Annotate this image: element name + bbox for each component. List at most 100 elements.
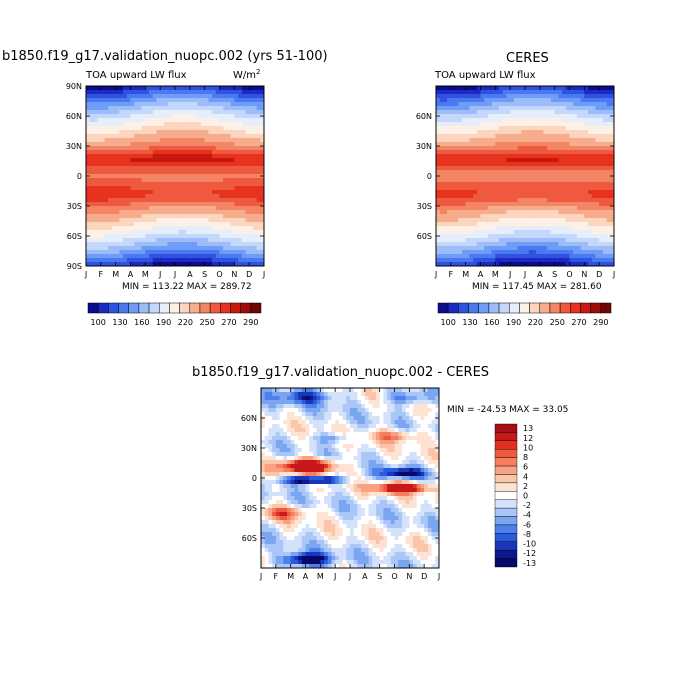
heat-cell	[454, 134, 459, 139]
heat-cell	[602, 218, 607, 223]
heat-cell	[513, 214, 518, 219]
heat-cell	[167, 218, 172, 223]
heat-cell	[230, 170, 235, 175]
heat-cell	[558, 150, 563, 155]
heat-cell	[528, 174, 533, 179]
heat-cell	[241, 246, 246, 251]
heat-cell	[298, 396, 303, 401]
heat-cell	[89, 118, 94, 123]
heat-cell	[473, 230, 478, 235]
heat-cell	[401, 412, 407, 417]
heat-cell	[491, 230, 496, 235]
heat-cell	[424, 392, 429, 397]
heat-cell	[100, 126, 105, 131]
heat-cell	[525, 130, 530, 135]
heat-cell	[558, 254, 563, 259]
heat-cell	[436, 182, 441, 187]
heat-cell	[588, 170, 593, 175]
heat-cell	[591, 122, 596, 127]
heat-cell	[480, 234, 485, 239]
heat-cell	[558, 238, 563, 243]
heat-cell	[260, 218, 265, 223]
heat-cell	[167, 194, 172, 199]
heat-cell	[178, 166, 183, 171]
heat-cell	[447, 142, 452, 147]
heat-cell	[219, 154, 224, 159]
heat-cell	[111, 194, 117, 199]
heat-cell	[550, 246, 556, 251]
heat-cell	[186, 146, 191, 151]
heat-cell	[193, 258, 198, 263]
heat-cell	[223, 190, 228, 195]
heat-cell	[200, 126, 206, 131]
heat-cell	[443, 162, 448, 167]
heat-cell	[226, 90, 232, 95]
heat-cell	[193, 102, 198, 107]
heat-cell	[252, 238, 257, 243]
heat-cell	[513, 234, 518, 239]
heat-cell	[458, 246, 463, 251]
heat-cell	[499, 262, 504, 267]
heat-cell	[547, 90, 552, 95]
heat-cell	[189, 122, 194, 127]
heat-cell	[175, 202, 180, 207]
heat-cell	[186, 182, 191, 187]
heat-cell	[223, 154, 228, 159]
heat-cell	[149, 94, 154, 99]
heat-cell	[141, 222, 146, 227]
heat-cell	[104, 162, 109, 167]
heat-cell	[100, 234, 105, 239]
heat-cell	[208, 122, 213, 127]
heat-cell	[241, 198, 246, 203]
heat-cell	[175, 142, 180, 147]
heat-cell	[517, 222, 522, 227]
heat-cell	[458, 218, 463, 223]
heat-cell	[126, 222, 131, 227]
heat-cell	[554, 182, 559, 187]
panel-obs-title: CERES	[506, 51, 549, 66]
heat-cell	[499, 110, 504, 115]
heat-cell	[379, 388, 384, 393]
heat-cell	[591, 262, 596, 267]
heat-cell	[93, 166, 98, 171]
heat-cell	[130, 110, 135, 115]
heat-cell	[175, 254, 180, 259]
heat-cell	[521, 154, 526, 159]
heat-cell	[252, 250, 257, 255]
heat-cell	[256, 262, 261, 267]
heat-cell	[610, 150, 615, 155]
heat-cell	[104, 218, 109, 223]
heat-cell	[279, 404, 284, 409]
heat-cell	[610, 178, 615, 183]
heat-cell	[93, 134, 98, 139]
heat-cell	[416, 404, 421, 409]
heat-cell	[499, 138, 504, 143]
heat-cell	[565, 178, 570, 183]
heat-cell	[436, 146, 441, 151]
heat-cell	[473, 250, 478, 255]
heat-cell	[223, 86, 228, 91]
heat-cell	[454, 250, 459, 255]
heat-cell	[97, 154, 102, 159]
heat-cell	[145, 90, 150, 95]
heat-cell	[137, 186, 143, 191]
heat-cell	[499, 102, 504, 107]
heat-cell	[219, 110, 224, 115]
heat-cell	[111, 182, 117, 187]
heat-cell	[160, 86, 165, 91]
heat-cell	[275, 424, 280, 429]
heat-cell	[238, 222, 243, 227]
heat-cell	[491, 86, 496, 91]
heat-cell	[219, 194, 224, 199]
heat-cell	[465, 214, 470, 219]
heat-cell	[167, 198, 172, 203]
heat-cell	[532, 214, 537, 219]
heat-cell	[536, 262, 541, 267]
heat-cell	[416, 424, 421, 429]
heat-cell	[200, 246, 206, 251]
heat-cell	[610, 218, 615, 223]
heat-cell	[450, 106, 455, 111]
heat-cell	[252, 170, 257, 175]
heat-cell	[502, 106, 507, 111]
heat-cell	[465, 198, 470, 203]
